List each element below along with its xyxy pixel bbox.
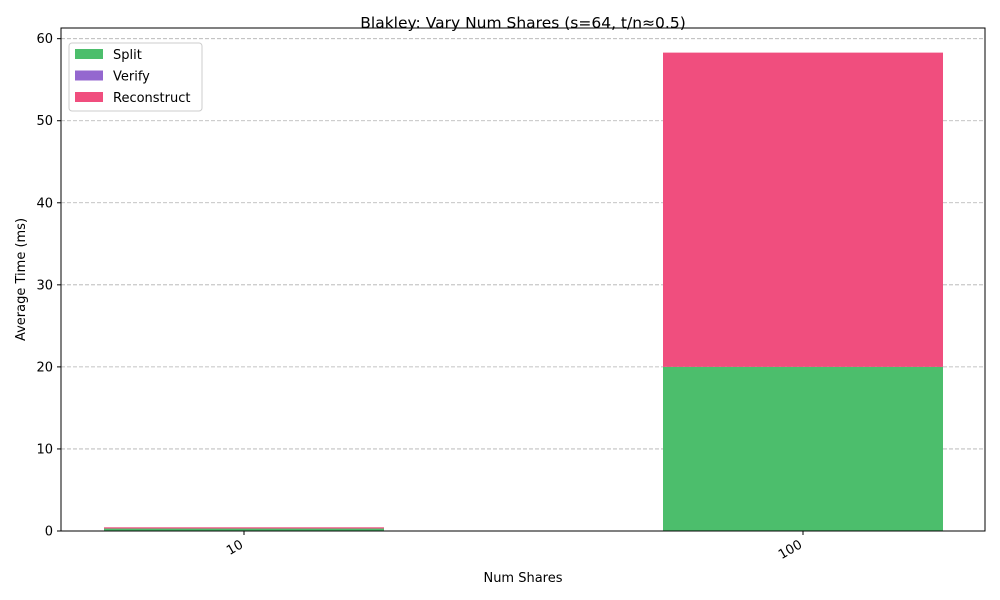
- x-tick-label: 10: [224, 537, 246, 558]
- legend-label-split: Split: [113, 48, 142, 63]
- y-gridlines: [61, 38, 985, 532]
- y-tick-label: 40: [36, 196, 53, 211]
- x-tick-label: 100: [776, 537, 805, 562]
- bar-reconstruct-100: [663, 52, 943, 367]
- y-tick-label: 10: [36, 442, 53, 457]
- plot-frame: [60, 27, 986, 532]
- bars: [104, 52, 943, 531]
- chart-title: Blakley: Vary Num Shares (s=64, t/n≈0.5): [360, 14, 686, 32]
- legend-swatch-split: [75, 49, 103, 59]
- legend-swatch-reconstruct: [75, 92, 103, 102]
- bar-split-10: [104, 528, 384, 531]
- legend: Split Verify Reconstruct: [68, 42, 203, 112]
- y-tick-label: 0: [45, 525, 53, 540]
- bar-split-100: [663, 366, 943, 531]
- x-axis-ticks: 10 100: [224, 531, 805, 563]
- y-tick-label: 50: [36, 114, 53, 129]
- legend-label-reconstruct: Reconstruct: [113, 91, 191, 106]
- legend-label-verify: Verify: [113, 70, 150, 85]
- legend-swatch-verify: [75, 70, 103, 81]
- bar-reconstruct-10: [104, 527, 384, 529]
- y-tick-label: 30: [36, 278, 53, 293]
- y-tick-label: 20: [36, 360, 53, 375]
- y-axis-title: Average Time (ms): [14, 218, 29, 341]
- x-axis-title: Num Shares: [483, 571, 562, 586]
- y-tick-label: 60: [36, 32, 53, 47]
- y-axis-ticks: 0 10 20 30 40 50 60: [36, 32, 61, 540]
